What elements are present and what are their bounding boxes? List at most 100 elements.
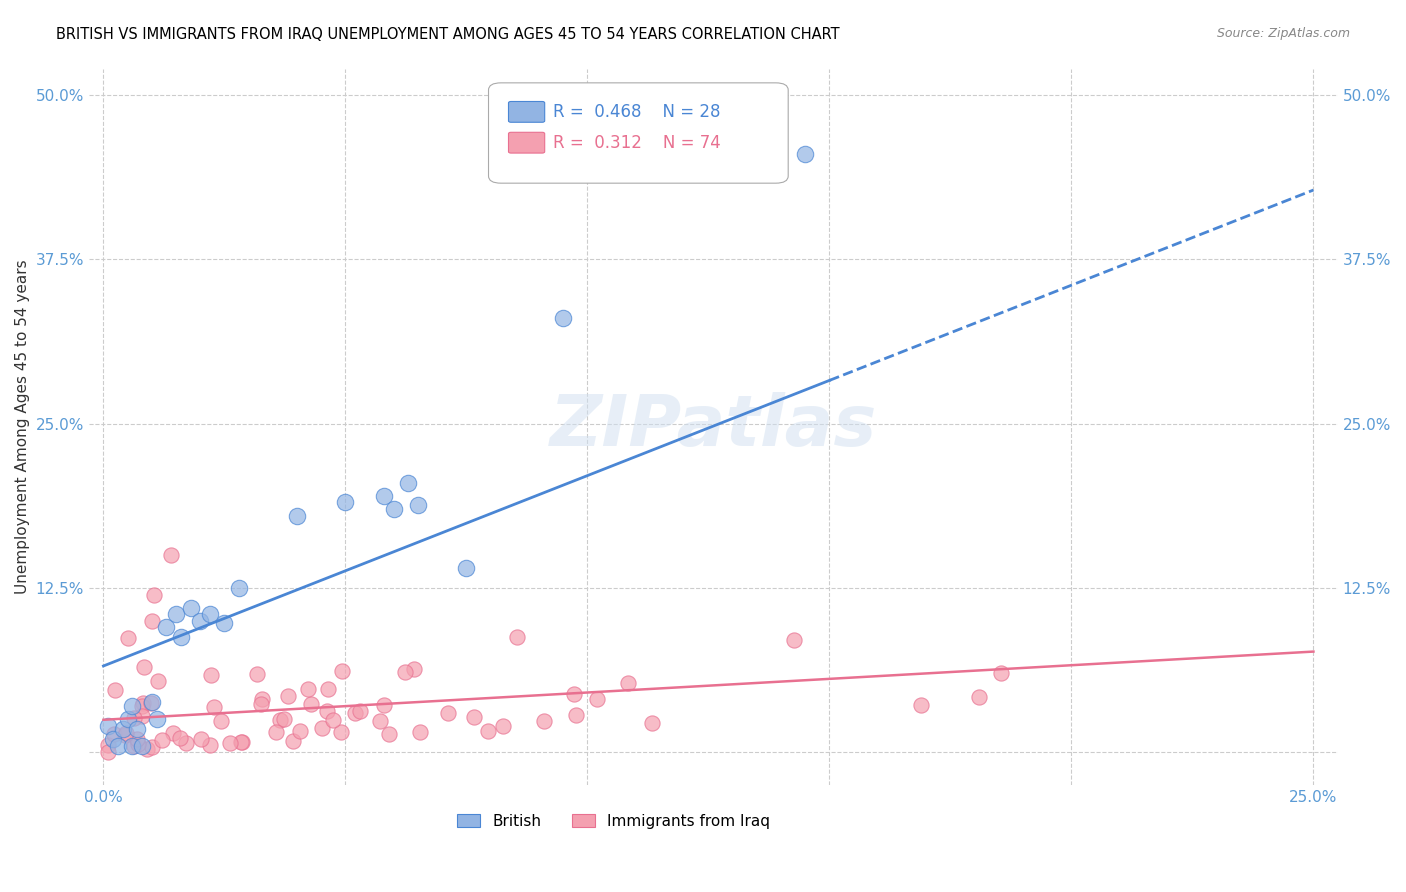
Point bbox=[188, 614, 211, 628]
Point bbox=[382, 502, 405, 516]
Point bbox=[97, 745, 120, 759]
Point bbox=[145, 712, 167, 726]
Y-axis label: Unemployment Among Ages 45 to 54 years: Unemployment Among Ages 45 to 54 years bbox=[15, 260, 30, 594]
Point bbox=[228, 581, 250, 595]
Point bbox=[142, 589, 165, 603]
Point bbox=[437, 706, 460, 720]
Point bbox=[200, 667, 222, 681]
Point bbox=[373, 489, 395, 503]
Point bbox=[533, 714, 555, 729]
Point bbox=[111, 722, 134, 736]
Point bbox=[214, 616, 236, 631]
Point bbox=[562, 688, 585, 702]
Point bbox=[910, 698, 932, 712]
Point bbox=[409, 724, 432, 739]
Point bbox=[250, 691, 273, 706]
FancyBboxPatch shape bbox=[488, 83, 789, 183]
Point bbox=[180, 600, 202, 615]
Point bbox=[250, 697, 273, 711]
Point bbox=[967, 690, 990, 704]
Point bbox=[330, 724, 353, 739]
Point bbox=[586, 692, 609, 706]
Text: R =: R = bbox=[513, 126, 550, 144]
Point bbox=[277, 690, 299, 704]
Point bbox=[335, 495, 357, 509]
Text: R =  0.468    N = 28: R = 0.468 N = 28 bbox=[554, 103, 721, 121]
Point bbox=[132, 696, 155, 710]
Point bbox=[349, 704, 371, 718]
Point bbox=[783, 632, 806, 647]
Text: Source: ZipAtlas.com: Source: ZipAtlas.com bbox=[1216, 27, 1350, 40]
Point bbox=[456, 561, 478, 575]
Point bbox=[97, 738, 120, 752]
Point bbox=[209, 714, 232, 728]
Point bbox=[245, 666, 267, 681]
Point bbox=[115, 726, 138, 740]
Point bbox=[165, 607, 187, 622]
Point bbox=[368, 714, 391, 728]
Point bbox=[97, 719, 120, 733]
Point bbox=[219, 736, 242, 750]
Point bbox=[135, 742, 157, 756]
Point bbox=[316, 704, 339, 718]
Point bbox=[404, 662, 426, 676]
Point bbox=[343, 706, 366, 720]
Point bbox=[565, 707, 588, 722]
Point bbox=[290, 723, 312, 738]
Point bbox=[330, 665, 353, 679]
Point bbox=[273, 712, 295, 726]
Point bbox=[269, 713, 291, 727]
Point bbox=[316, 681, 339, 696]
Point bbox=[322, 713, 344, 727]
Point bbox=[139, 696, 162, 710]
Point bbox=[406, 498, 429, 512]
Point bbox=[122, 711, 145, 725]
Point bbox=[131, 709, 153, 723]
Text: BRITISH VS IMMIGRANTS FROM IRAQ UNEMPLOYMENT AMONG AGES 45 TO 54 YEARS CORRELATI: BRITISH VS IMMIGRANTS FROM IRAQ UNEMPLOY… bbox=[56, 27, 839, 42]
Point bbox=[231, 735, 253, 749]
Point bbox=[373, 698, 395, 713]
Text: ZIPatlas: ZIPatlas bbox=[550, 392, 877, 461]
Point bbox=[131, 739, 153, 753]
Point bbox=[159, 548, 181, 562]
Point bbox=[127, 738, 149, 752]
Point bbox=[131, 698, 153, 713]
Point bbox=[174, 736, 197, 750]
Point bbox=[125, 732, 148, 747]
Point bbox=[396, 475, 419, 490]
Point bbox=[311, 722, 333, 736]
Point bbox=[299, 697, 322, 711]
Point bbox=[114, 728, 136, 742]
Point bbox=[506, 630, 529, 644]
Point bbox=[121, 739, 143, 753]
Point bbox=[281, 734, 304, 748]
Point bbox=[170, 630, 193, 644]
Point bbox=[794, 147, 817, 161]
Point bbox=[101, 732, 124, 747]
Point bbox=[477, 724, 499, 739]
Point bbox=[641, 716, 664, 731]
Point bbox=[117, 712, 139, 726]
Point bbox=[104, 682, 127, 697]
Point bbox=[169, 731, 191, 746]
Point bbox=[141, 695, 163, 709]
Point bbox=[132, 660, 155, 674]
Point bbox=[121, 699, 143, 714]
Point bbox=[617, 676, 640, 690]
Point bbox=[231, 735, 253, 749]
Point bbox=[553, 311, 575, 326]
Point bbox=[103, 727, 125, 741]
Point bbox=[162, 726, 184, 740]
Point bbox=[198, 739, 221, 753]
Point bbox=[198, 607, 221, 622]
Point bbox=[107, 739, 129, 753]
Point bbox=[117, 631, 139, 645]
Point bbox=[122, 739, 145, 753]
Point bbox=[127, 722, 149, 736]
Point bbox=[155, 620, 177, 634]
Text: R =  0.312    N = 74: R = 0.312 N = 74 bbox=[554, 134, 721, 152]
Legend: British, Immigrants from Iraq: British, Immigrants from Iraq bbox=[451, 807, 776, 835]
Point bbox=[141, 614, 163, 628]
Point bbox=[990, 666, 1012, 681]
Point bbox=[190, 731, 212, 746]
